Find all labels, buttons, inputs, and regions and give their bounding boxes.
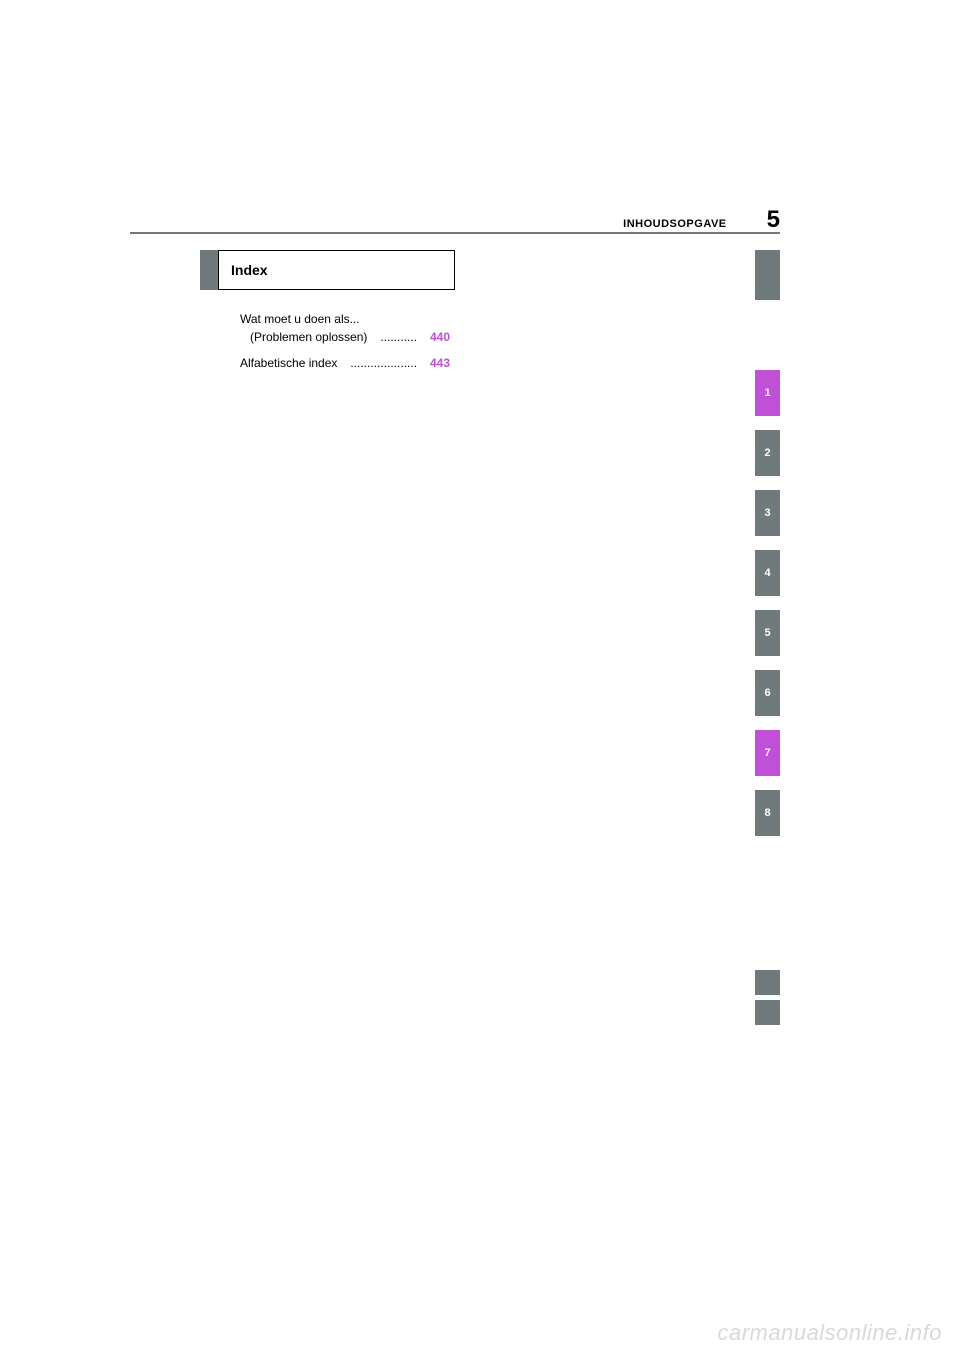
toc-entry-dots: ...........	[380, 328, 417, 346]
header-divider	[130, 232, 780, 234]
side-tab-2[interactable]: 2	[755, 430, 780, 476]
side-tab-5[interactable]: 5	[755, 610, 780, 656]
toc-page-ref[interactable]: 440	[430, 328, 450, 346]
side-decor-bottom-1	[755, 970, 780, 995]
toc-entries: Wat moet u doen als... (Problemen oploss…	[240, 310, 450, 380]
watermark: carmanualsonline.info	[717, 1320, 942, 1346]
page-header: INHOUDSOPGAVE 5	[200, 206, 780, 234]
side-tab-1[interactable]: 1	[755, 370, 780, 416]
side-tab-4[interactable]: 4	[755, 550, 780, 596]
section-heading-title: Index	[218, 250, 455, 290]
page-number: 5	[767, 206, 780, 234]
toc-entry-line: Alfabetische index .................... …	[240, 354, 450, 372]
side-tab-3[interactable]: 3	[755, 490, 780, 536]
section-heading: Index	[200, 250, 455, 290]
side-tab-8[interactable]: 8	[755, 790, 780, 836]
side-decor-bottom-2	[755, 1000, 780, 1025]
side-tab-6[interactable]: 6	[755, 670, 780, 716]
header-label: INHOUDSOPGAVE	[623, 218, 726, 230]
side-tabs: 1 2 3 4 5 6 7 8	[755, 370, 780, 836]
toc-entry-prefix: Alfabetische index	[240, 354, 337, 372]
toc-entry-dots: ....................	[350, 354, 417, 372]
toc-entry-line1: Wat moet u doen als...	[240, 310, 450, 328]
page-container: INHOUDSOPGAVE 5 Index Wat moet u doen al…	[0, 0, 960, 1358]
toc-entry-prefix: (Problemen oplossen)	[250, 328, 367, 346]
section-heading-tab	[200, 250, 218, 290]
toc-entry: Alfabetische index .................... …	[240, 354, 450, 372]
side-tab-7[interactable]: 7	[755, 730, 780, 776]
side-decor-top	[755, 250, 780, 300]
toc-entry: Wat moet u doen als... (Problemen oploss…	[240, 310, 450, 346]
toc-page-ref[interactable]: 443	[430, 354, 450, 372]
toc-entry-line2: (Problemen oplossen) ........... 440	[240, 328, 450, 346]
